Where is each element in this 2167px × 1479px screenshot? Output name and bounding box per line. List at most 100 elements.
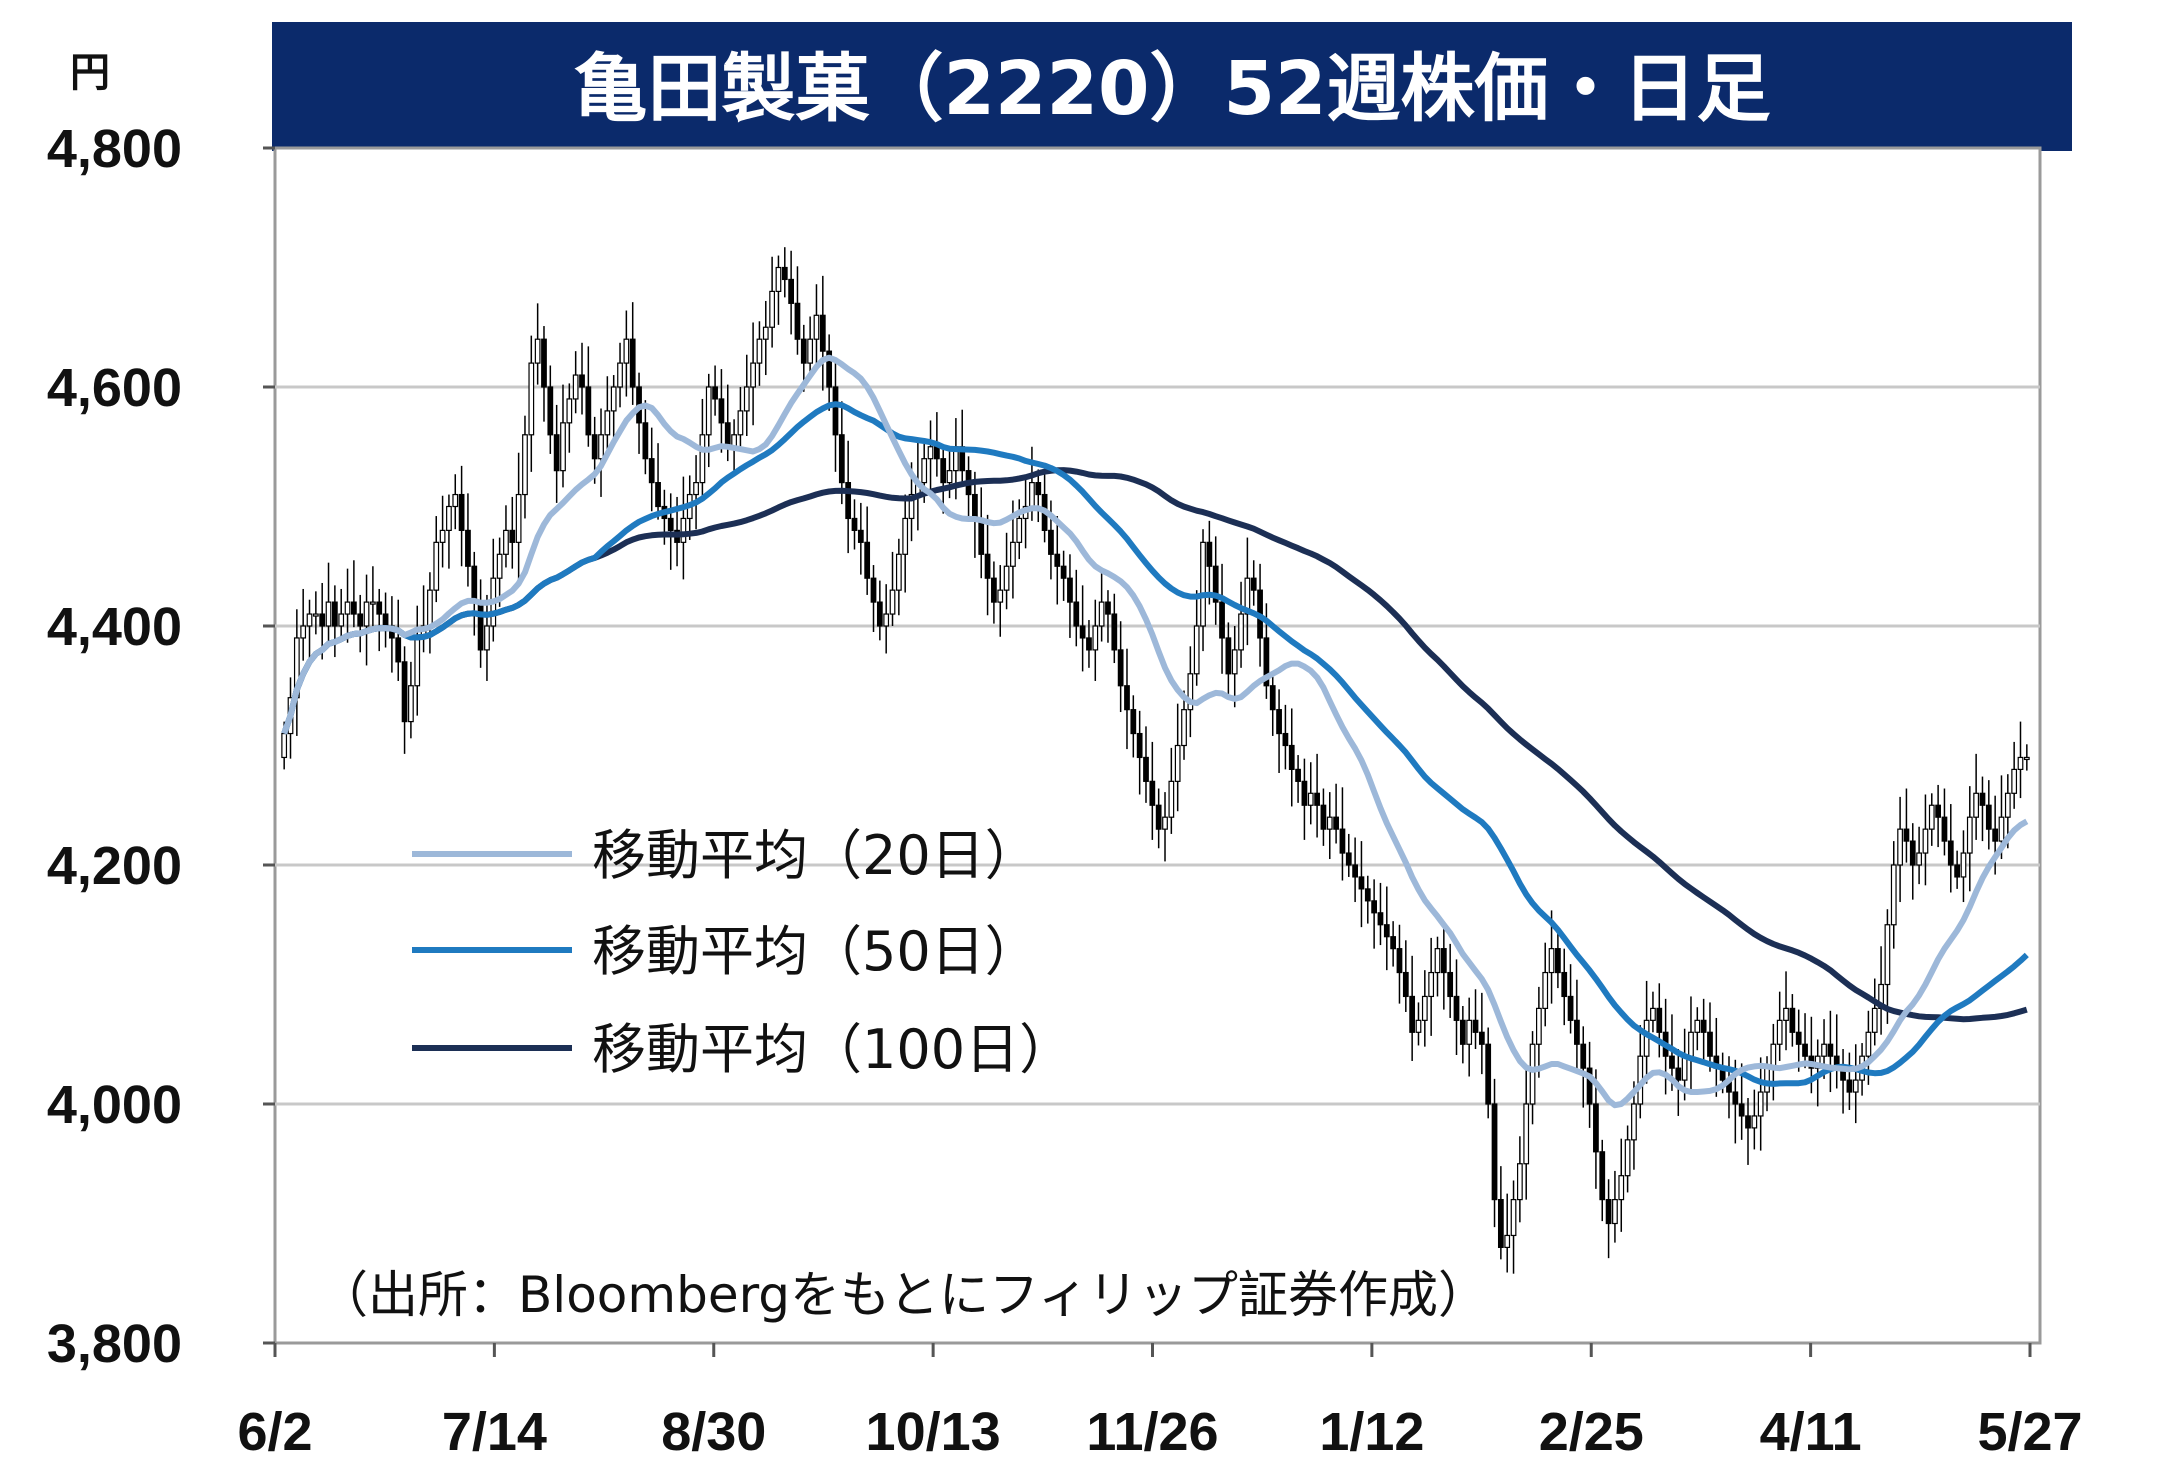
candle-body: [1428, 971, 1435, 998]
candle-body: [1054, 553, 1061, 567]
candle-body: [680, 517, 687, 543]
candle-body: [1960, 852, 1967, 878]
candle-body: [750, 362, 756, 388]
candle-body: [1035, 482, 1042, 496]
candle-body: [395, 637, 402, 663]
candle-body: [1421, 995, 1428, 1021]
candle-body: [1548, 948, 1555, 974]
x-tick-label: 10/13: [866, 1402, 1001, 1462]
candle-body: [1599, 1151, 1606, 1201]
candle-body: [598, 434, 604, 460]
candle-body: [870, 577, 877, 603]
candle-body: [1954, 864, 1961, 878]
candle-body: [908, 493, 915, 520]
candle-body: [800, 338, 807, 364]
candle-body: [414, 637, 421, 687]
candle-body: [1510, 1198, 1517, 1237]
candle-body: [2011, 768, 2018, 794]
candle-body: [642, 422, 649, 460]
candle-body: [807, 338, 814, 364]
candle-body: [585, 386, 592, 436]
candle-body: [1688, 1031, 1694, 1057]
candle-body: [1060, 565, 1067, 579]
candle-body: [629, 338, 636, 388]
candle-body: [1181, 709, 1187, 747]
candle-body: [1732, 1091, 1739, 1105]
candle-body: [1352, 864, 1358, 878]
candle-body: [1396, 948, 1403, 974]
candle-body: [769, 290, 775, 328]
candle-body: [1928, 804, 1935, 830]
candlesticks: [281, 247, 2030, 1274]
candle-body: [1656, 1007, 1663, 1033]
candle-body: [1124, 685, 1130, 711]
candle-body: [1561, 971, 1568, 998]
candle-body: [591, 434, 598, 460]
candle-body: [1453, 995, 1460, 1021]
candle-body: [446, 505, 452, 531]
candle-body: [1079, 625, 1086, 639]
candle-body: [1307, 792, 1314, 806]
candle-body: [1941, 816, 1948, 842]
candle-body: [1295, 768, 1301, 782]
candle-body: [1371, 900, 1378, 914]
candle-body: [1827, 1043, 1834, 1057]
candle-body: [927, 446, 934, 460]
candle-body: [756, 338, 763, 364]
legend: 移動平均（20日） 移動平均（50日） 移動平均（100日）: [412, 824, 1073, 1081]
candle-body: [1320, 804, 1327, 830]
candle-body: [1618, 1175, 1625, 1201]
candle-body: [1187, 673, 1194, 711]
candle-body: [1333, 816, 1339, 830]
candle-body: [1542, 971, 1549, 1009]
candle-body: [1472, 1019, 1479, 1033]
candle-body: [312, 613, 319, 617]
candle-body: [1117, 649, 1124, 687]
candle-body: [1073, 601, 1080, 627]
candle-body: [648, 458, 655, 484]
candle-body: [319, 613, 326, 627]
candle-body: [851, 517, 858, 532]
candle-body: [350, 601, 357, 615]
candle-body: [1650, 1007, 1656, 1021]
candle-body: [1909, 840, 1916, 866]
chart-title: 亀田製菓（2220）52週株価・日足: [574, 46, 1771, 132]
candle-body: [1935, 804, 1941, 818]
candle-body: [1067, 577, 1073, 603]
candle-body: [1250, 577, 1257, 591]
x-tick-label: 5/27: [1977, 1402, 2082, 1462]
candle-body: [762, 326, 769, 340]
candle-body: [1206, 541, 1213, 567]
candle-body: [1143, 756, 1149, 782]
candle-body: [1434, 948, 1441, 974]
candle-body: [667, 517, 674, 532]
candle-body: [1174, 744, 1181, 782]
candle-body: [1301, 780, 1308, 806]
candle-body: [623, 338, 630, 364]
y-tick-label: 3,800: [47, 1314, 182, 1374]
candle-body: [1003, 565, 1010, 591]
y-tick-label: 4,200: [47, 836, 182, 896]
x-tick-label: 1/12: [1319, 1402, 1424, 1462]
candle-body: [1852, 1079, 1859, 1093]
candle-body: [1523, 1103, 1530, 1165]
candle-body: [547, 386, 554, 436]
candle-body: [503, 529, 509, 555]
candle-body: [883, 613, 890, 627]
candle-body: [1212, 565, 1219, 603]
candle-body: [1903, 828, 1910, 842]
candle-body: [699, 434, 706, 484]
candle-body: [579, 374, 585, 388]
candle-body: [1985, 804, 1992, 830]
legend-label-ma50: 移動平均（50日）: [592, 920, 1039, 983]
candle-body: [876, 601, 883, 627]
candle-body: [408, 685, 414, 723]
x-axis-ticks: 6/2 7/14 8/30 10/13 11/26 1/12 2/25 4/11 5/27: [237, 1343, 2083, 1462]
candle-body: [1200, 541, 1206, 627]
candle-body: [534, 338, 541, 364]
candle-body: [1580, 1043, 1587, 1069]
candle-body: [1966, 816, 1973, 854]
candle-body: [1497, 1198, 1504, 1248]
candle-body: [921, 458, 928, 484]
candle-body: [1916, 852, 1922, 866]
